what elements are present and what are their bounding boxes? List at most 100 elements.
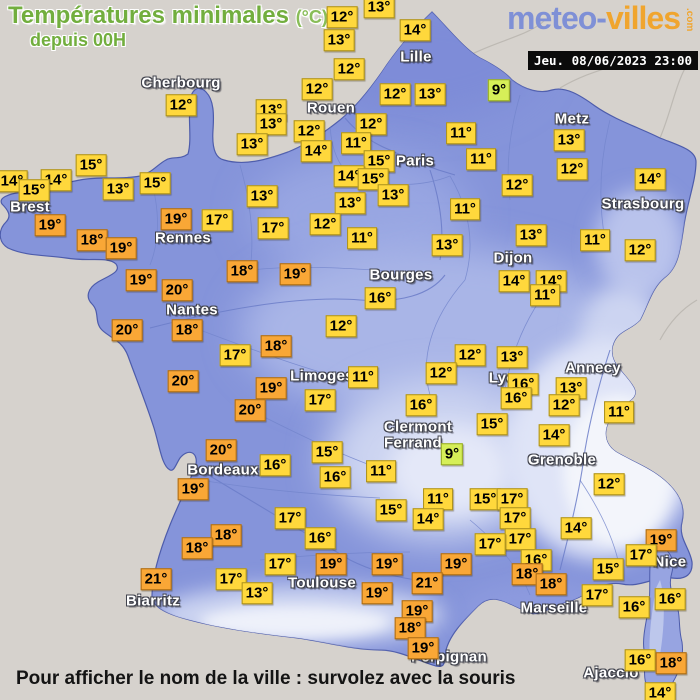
logo-meteo: meteo- xyxy=(507,0,607,36)
temperature-badge: 15° xyxy=(75,154,107,176)
temperature-badge: 19° xyxy=(361,582,393,604)
temperature-badge: 16° xyxy=(364,287,396,309)
temperature-badge: 11° xyxy=(341,132,371,154)
temperature-badge: 13° xyxy=(246,185,278,207)
temperature-badge: 16° xyxy=(654,588,686,610)
temperature-badge: 15° xyxy=(139,172,171,194)
city-label-dijon[interactable]: Dijon xyxy=(493,249,533,267)
city-label-cherbourg[interactable]: Cherbourg xyxy=(141,74,221,92)
temperature-badge: 11° xyxy=(580,229,610,251)
temperature-badge: 13° xyxy=(515,224,547,246)
temperature-badge: 15° xyxy=(592,558,624,580)
temperature-badge: 20° xyxy=(205,439,237,461)
temperature-badge: 17° xyxy=(499,507,531,529)
temperature-badge: 11° xyxy=(530,284,560,306)
temperature-badge: 15° xyxy=(357,168,389,190)
temperature-badge: 13° xyxy=(255,113,287,135)
temperature-badge: 15° xyxy=(476,413,508,435)
temperature-badge: 16° xyxy=(624,649,656,671)
temperature-badge: 17° xyxy=(304,389,336,411)
temperature-badge: 11° xyxy=(348,366,378,388)
temperature-badge: 17° xyxy=(219,344,251,366)
temperature-badge: 19° xyxy=(125,269,157,291)
temperature-badge: 19° xyxy=(34,214,66,236)
temperature-badge: 13° xyxy=(334,192,366,214)
logo-tld: .com xyxy=(684,8,695,32)
temperature-badge: 19° xyxy=(105,237,137,259)
temperature-badge: 13° xyxy=(431,234,463,256)
meteo-villes-logo[interactable]: meteo-villes .com xyxy=(507,0,695,36)
temperature-badge: 17° xyxy=(581,584,613,606)
temperature-badge: 19° xyxy=(371,553,403,575)
temperature-badge: 18° xyxy=(260,335,292,357)
temperature-badge: 19° xyxy=(401,600,433,622)
temperature-badge: 20° xyxy=(111,319,143,341)
city-label-clermont[interactable]: Clermont xyxy=(383,418,453,436)
city-label-paris[interactable]: Paris xyxy=(395,152,435,170)
city-label-brest[interactable]: Brest xyxy=(10,198,50,216)
temperature-badge: 9° xyxy=(487,79,511,101)
city-label-toulouse[interactable]: Toulouse xyxy=(288,574,356,592)
temperature-badge: 12° xyxy=(355,113,387,135)
city-label-metz[interactable]: Metz xyxy=(554,110,590,128)
city-label-biarritz[interactable]: Biarritz xyxy=(125,592,181,610)
temperature-badge: 12° xyxy=(293,120,325,142)
city-label-bourges[interactable]: Bourges xyxy=(369,266,433,284)
temperature-badge: 15° xyxy=(311,441,343,463)
temperature-badge: 16° xyxy=(259,454,291,476)
temperature-badge: 15° xyxy=(469,488,501,510)
temperature-badge: 17° xyxy=(625,544,657,566)
city-label-ajaccio[interactable]: Ajaccio xyxy=(583,664,639,682)
temperature-badge: 13° xyxy=(236,133,268,155)
temperature-badge: 13° xyxy=(363,0,395,18)
temperature-badge: 16° xyxy=(405,394,437,416)
temperature-badge: 12° xyxy=(333,58,365,80)
temperature-badge: 11° xyxy=(423,488,453,510)
temperature-badge: 11° xyxy=(466,148,496,170)
temperature-badge: 12° xyxy=(326,6,358,28)
city-label-grenoble[interactable]: Grenoble xyxy=(527,451,597,469)
temperature-badge: 21° xyxy=(411,572,443,594)
city-label-marseille[interactable]: Marseille xyxy=(520,599,588,617)
city-label-rouen[interactable]: Rouen xyxy=(306,99,356,117)
temperature-badge: 12° xyxy=(379,83,411,105)
temperature-badge: 13° xyxy=(377,184,409,206)
city-label-annecy[interactable]: Annecy xyxy=(565,359,621,377)
city-label-ferrand[interactable]: Ferrand xyxy=(384,434,442,452)
temperature-badge: 12° xyxy=(454,344,486,366)
temperature-badge: 16° xyxy=(319,466,351,488)
temperature-badge: 14° xyxy=(644,682,676,700)
temperature-badge: 14° xyxy=(300,140,332,162)
temperature-badge: 19° xyxy=(440,553,472,575)
temperature-badge: 12° xyxy=(593,473,625,495)
temperature-badge: 9° xyxy=(440,443,464,465)
temperature-badge: 18° xyxy=(181,537,213,559)
temperature-badge: 14° xyxy=(412,508,444,530)
temperature-badge: 19° xyxy=(279,263,311,285)
temperature-badge: 12° xyxy=(325,315,357,337)
temperature-badge: 12° xyxy=(301,78,333,100)
city-label-strasbourg[interactable]: Strasbourg xyxy=(601,195,685,213)
temperature-badge: 11° xyxy=(366,460,396,482)
city-label-limoges[interactable]: Limoges xyxy=(290,367,354,385)
temperature-badge: 18° xyxy=(535,573,567,595)
city-label-rennes[interactable]: Rennes xyxy=(155,229,211,247)
temperature-badge: 14° xyxy=(560,517,592,539)
city-label-lille[interactable]: Lille xyxy=(400,48,432,66)
temperature-badge: 13° xyxy=(553,129,585,151)
temperature-badge: 18° xyxy=(171,319,203,341)
datetime-badge: Jeu. 08/06/2023 23:00 xyxy=(527,51,698,70)
temperature-badge: 17° xyxy=(474,533,506,555)
city-label-nantes[interactable]: Nantes xyxy=(166,301,218,319)
city-label-bordeaux[interactable]: Bordeaux xyxy=(187,461,259,479)
temperature-badge: 13° xyxy=(102,178,134,200)
city-label-nice[interactable]: Nice xyxy=(653,553,687,571)
hover-hint: Pour afficher le nom de la ville : survo… xyxy=(16,668,516,689)
temperature-badge: 11° xyxy=(450,198,480,220)
temperature-badge: 18° xyxy=(511,563,543,585)
temperature-badge: 18° xyxy=(226,260,258,282)
temperature-badge: 12° xyxy=(165,94,197,116)
temperature-badge: 17° xyxy=(264,553,296,575)
page-title: Températures minimales (°C) xyxy=(8,2,328,30)
